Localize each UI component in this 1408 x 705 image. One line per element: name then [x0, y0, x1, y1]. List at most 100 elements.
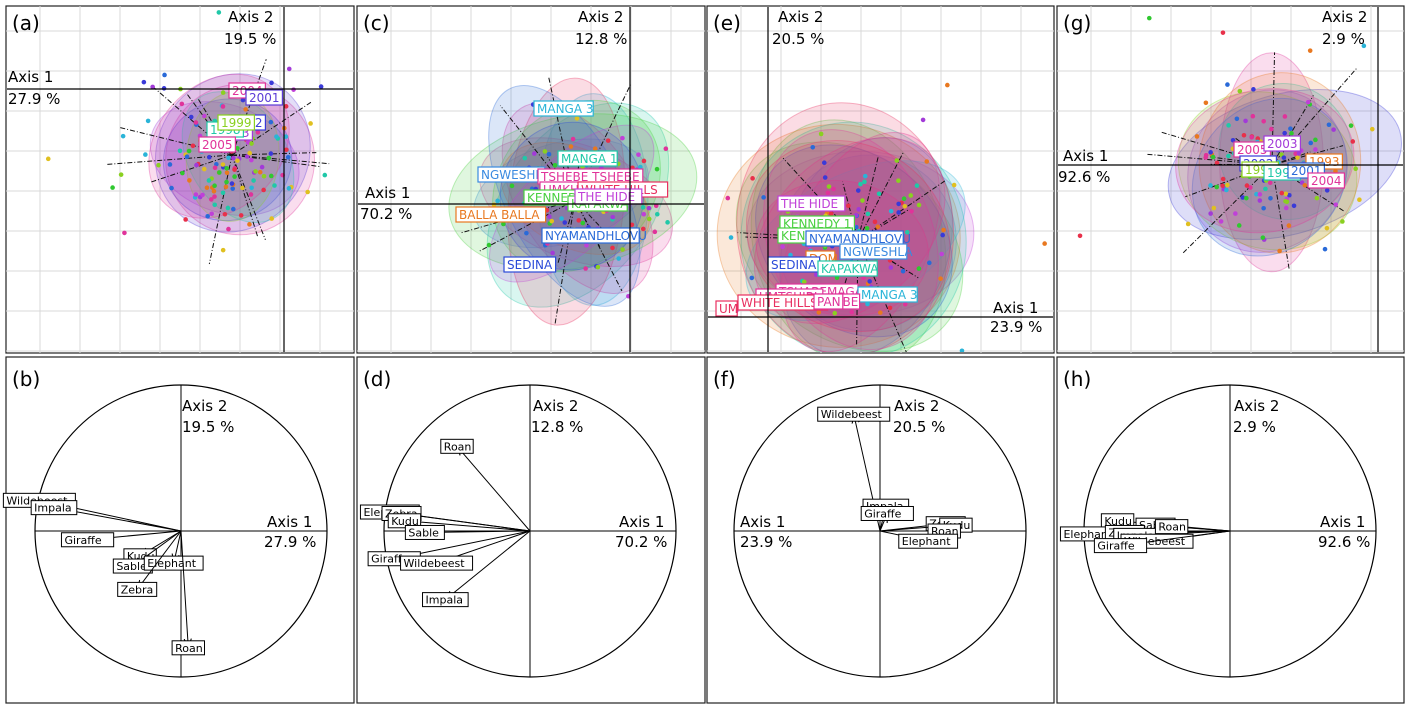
group-label-text: 2001: [249, 91, 280, 105]
data-point: [855, 188, 861, 193]
data-point: [230, 186, 236, 191]
data-point: [211, 188, 217, 194]
axis2-pct: 12.8 %: [531, 418, 583, 436]
axis1-pct: 27.9 %: [264, 533, 316, 551]
data-point: [1250, 113, 1256, 119]
data-point: [1261, 118, 1266, 124]
data-point: [212, 183, 217, 189]
data-point: [654, 166, 660, 172]
star-line: [857, 179, 947, 241]
data-point: [209, 211, 214, 217]
data-point: [941, 227, 946, 233]
data-point: [193, 192, 199, 197]
group-label: NGWESHLA: [839, 243, 913, 260]
group-label-text: MANGA 3: [537, 102, 594, 116]
data-point: [268, 173, 274, 179]
data-point: [1357, 197, 1362, 203]
data-point: [240, 185, 245, 191]
group-label: MANGA 3: [533, 100, 594, 117]
group-label-text: BALLA BALLA: [459, 208, 540, 222]
data-point: [927, 260, 932, 266]
data-point: [222, 211, 228, 217]
variable-label: Giraffe: [1093, 538, 1148, 554]
variable-label-box: [30, 500, 78, 516]
data-point: [1281, 155, 1287, 160]
data-point: [1214, 184, 1220, 190]
variable-label: Zebra: [117, 581, 158, 597]
group-label: 2003: [1263, 135, 1302, 152]
data-point: [780, 244, 785, 250]
data-point: [1282, 114, 1288, 119]
data-point: [821, 160, 827, 165]
data-point: [1203, 155, 1209, 160]
data-point: [1241, 132, 1247, 138]
data-point: [214, 161, 219, 167]
data-point: [1234, 116, 1240, 122]
group-label-box: [715, 300, 738, 317]
variable-label-box: [400, 555, 474, 571]
data-point: [1194, 134, 1200, 139]
variable-label: Wildebeest: [400, 555, 474, 571]
group-label: WHITE HILLS: [737, 294, 829, 311]
data-point: [725, 195, 731, 201]
data-point: [183, 217, 188, 222]
variable-label-text: Wildebeest: [821, 408, 883, 421]
group-label-box: [1307, 172, 1346, 189]
data-point: [908, 193, 914, 198]
star-line: [1182, 164, 1273, 254]
data-point: [202, 113, 207, 119]
data-point: [318, 84, 324, 89]
data-point: [322, 172, 328, 178]
variable-label-text: Sable: [116, 560, 147, 573]
data-point: [220, 247, 226, 253]
group-label-text: 1999: [221, 116, 252, 130]
data-point: [1277, 248, 1282, 254]
data-point: [1214, 160, 1220, 166]
data-point: [186, 148, 192, 154]
variable-label: Roan: [171, 640, 206, 656]
data-point: [816, 310, 822, 315]
data-point: [232, 174, 237, 179]
star-line: [782, 157, 859, 241]
data-point: [1269, 126, 1274, 132]
scatter-panel-g: 20052003200219991998199320012004(g) Axis …: [1058, 7, 1403, 352]
data-point: [272, 183, 277, 188]
panel-label: (c): [363, 11, 390, 35]
star-line: [1160, 131, 1273, 166]
group-label-box: [1263, 135, 1302, 152]
loading-arrow: [180, 530, 188, 648]
data-point: [206, 154, 212, 160]
data-point: [665, 220, 670, 225]
data-point: [220, 190, 226, 196]
data-point: [248, 192, 254, 197]
variable-label-text: Roan: [444, 440, 472, 453]
data-point: [914, 183, 920, 188]
data-point: [951, 182, 957, 188]
data-point: [865, 211, 871, 217]
data-point: [1237, 88, 1243, 94]
group-label-text: THE HIDE: [577, 190, 635, 204]
variable-label-box: [404, 524, 445, 540]
data-point: [1230, 137, 1236, 143]
variable-label: Impala: [422, 592, 469, 608]
data-point: [1236, 223, 1242, 228]
variable-label-text: Impala: [34, 502, 71, 515]
data-point: [1283, 191, 1288, 197]
axis1-pct: 70.2 %: [615, 533, 667, 551]
data-point: [1251, 87, 1256, 92]
variable-label-box: [898, 533, 959, 549]
data-point: [286, 186, 292, 191]
panel-frame-a: [5, 5, 355, 354]
data-point: [1077, 233, 1083, 239]
axis2-pct: 12.8 %: [575, 30, 627, 48]
data-point: [846, 203, 851, 209]
data-point: [169, 185, 174, 191]
data-point: [1233, 211, 1238, 216]
data-point: [229, 181, 235, 186]
data-point: [813, 272, 819, 277]
axis2-name: Axis 2: [533, 397, 578, 415]
data-point: [216, 10, 222, 15]
data-point: [226, 226, 231, 232]
